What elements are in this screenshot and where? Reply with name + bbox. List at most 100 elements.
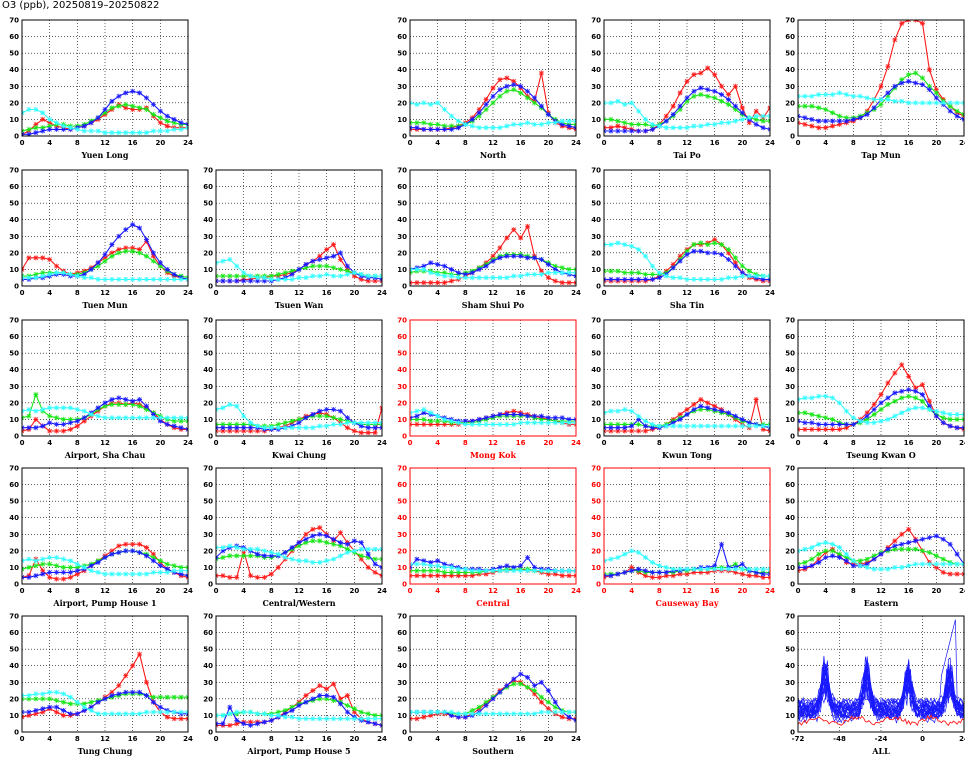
data-point xyxy=(144,277,149,282)
data-point xyxy=(629,100,634,105)
data-point xyxy=(615,277,620,282)
data-point xyxy=(75,407,80,412)
data-point xyxy=(629,277,634,282)
data-point xyxy=(615,572,620,577)
data-point xyxy=(435,419,440,424)
data-point xyxy=(26,255,31,260)
data-point xyxy=(123,90,128,95)
data-point xyxy=(872,402,877,407)
data-point xyxy=(151,558,156,563)
data-point xyxy=(345,425,350,430)
x-tick-label: 24 xyxy=(959,587,965,595)
y-tick-label: 70 xyxy=(203,613,213,621)
data-point xyxy=(54,127,59,132)
data-point xyxy=(297,540,302,545)
data-point xyxy=(172,277,177,282)
data-point xyxy=(539,710,544,715)
data-point xyxy=(830,119,835,124)
x-tick-label: 20 xyxy=(931,439,941,447)
data-point xyxy=(927,535,932,540)
data-point xyxy=(283,270,288,275)
data-point xyxy=(802,122,807,127)
x-tick-label: 12 xyxy=(100,289,110,297)
data-point xyxy=(68,405,73,410)
data-point xyxy=(615,269,620,274)
x-tick-label: 24 xyxy=(765,139,775,147)
data-point xyxy=(158,277,163,282)
data-point xyxy=(497,568,502,573)
y-tick-label: 0 xyxy=(596,581,601,589)
y-tick-label: 50 xyxy=(591,200,601,208)
x-tick-label: 8 xyxy=(269,587,274,595)
data-point xyxy=(40,407,45,412)
data-point xyxy=(352,706,357,711)
data-point xyxy=(865,557,870,562)
x-tick-label: 8 xyxy=(75,289,80,297)
data-point xyxy=(414,414,419,419)
data-point xyxy=(837,427,842,432)
x-tick-label: 4 xyxy=(823,587,828,595)
data-point xyxy=(872,567,877,572)
data-point xyxy=(89,275,94,280)
data-point xyxy=(906,563,911,568)
data-point xyxy=(103,711,108,716)
data-point xyxy=(248,573,253,578)
y-tick-label: 20 xyxy=(9,695,19,703)
data-point xyxy=(40,691,45,696)
y-tick-label: 30 xyxy=(591,383,601,391)
data-point xyxy=(116,572,121,577)
data-point xyxy=(61,565,66,570)
data-point xyxy=(116,402,121,407)
y-tick-label: 20 xyxy=(203,249,213,257)
data-point xyxy=(47,405,52,410)
y-tick-label: 0 xyxy=(402,581,407,589)
x-tick-label: 8 xyxy=(463,139,468,147)
plot-area xyxy=(602,542,773,580)
data-point xyxy=(491,414,496,419)
y-tick-label: 20 xyxy=(591,547,601,555)
data-point xyxy=(290,557,295,562)
data-point xyxy=(622,552,627,557)
data-point xyxy=(851,94,856,99)
data-point xyxy=(865,414,870,419)
data-point xyxy=(324,247,329,252)
data-point xyxy=(220,274,225,279)
data-point xyxy=(435,262,440,267)
data-point xyxy=(324,533,329,538)
data-point xyxy=(615,425,620,430)
data-point xyxy=(497,275,502,280)
data-point xyxy=(691,94,696,99)
data-point xyxy=(158,558,163,563)
data-point xyxy=(622,102,627,107)
data-point xyxy=(941,410,946,415)
y-tick-label: 70 xyxy=(9,613,19,621)
data-point xyxy=(823,394,828,399)
data-point xyxy=(75,424,80,429)
data-point xyxy=(560,415,565,420)
data-point xyxy=(310,688,315,693)
data-point xyxy=(331,407,336,412)
y-tick-label: 40 xyxy=(397,216,407,224)
data-point xyxy=(816,422,821,427)
data-point xyxy=(456,275,461,280)
data-point xyxy=(96,414,101,419)
data-point xyxy=(872,105,877,110)
y-tick-label: 60 xyxy=(9,183,19,191)
data-point xyxy=(920,399,925,404)
x-tick-label: 16 xyxy=(710,289,720,297)
data-point xyxy=(657,570,662,575)
data-point xyxy=(310,696,315,701)
data-point xyxy=(54,415,59,420)
panel-title: Tap Mun xyxy=(798,150,964,160)
data-point xyxy=(220,545,225,550)
data-point xyxy=(61,570,66,575)
data-point xyxy=(227,279,232,284)
data-point xyxy=(61,422,66,427)
data-point xyxy=(802,410,807,415)
data-point xyxy=(906,407,911,412)
data-point xyxy=(75,419,80,424)
data-point xyxy=(345,272,350,277)
data-point xyxy=(920,382,925,387)
data-point xyxy=(518,563,523,568)
